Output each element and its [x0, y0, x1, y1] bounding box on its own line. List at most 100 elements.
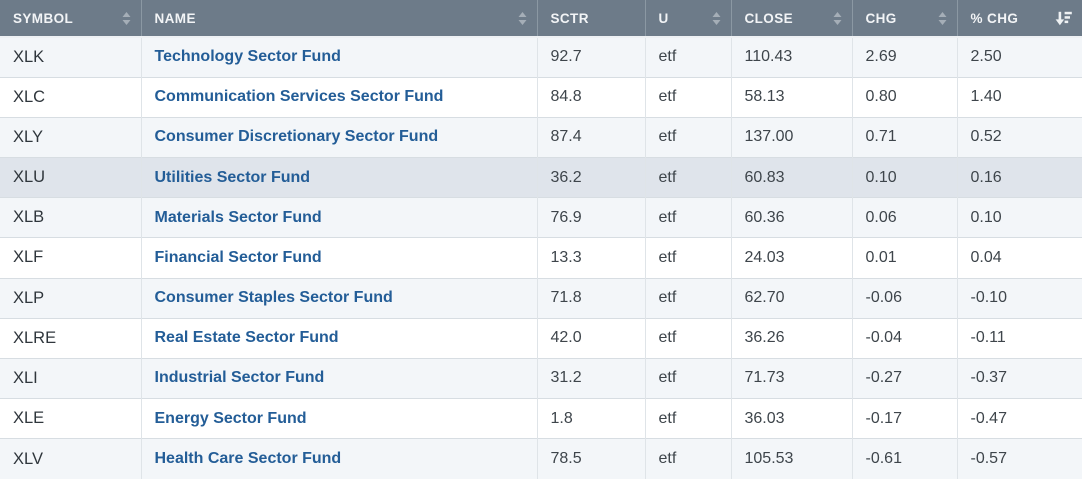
chg-cell: -0.27: [851, 357, 957, 399]
close-cell: 110.43: [730, 37, 852, 78]
close-cell: 36.26: [730, 317, 852, 359]
sctr-cell: 84.8: [536, 76, 645, 118]
sort-arrows-icon[interactable]: [833, 11, 842, 25]
col-header-symbol-label: SYMBOL: [13, 10, 74, 26]
name-cell: Health Care Sector Fund: [140, 438, 537, 479]
fund-name-link[interactable]: Consumer Staples Sector Fund: [154, 289, 393, 307]
fund-name-link[interactable]: Health Care Sector Fund: [154, 450, 342, 468]
table-row[interactable]: XLRE Real Estate Sector Fund 42.0 etf 36…: [0, 317, 1082, 359]
pct-chg-cell: -0.11: [956, 317, 1082, 359]
col-header-chg[interactable]: CHG: [851, 0, 957, 38]
col-header-pct-chg-label: % CHG: [970, 10, 1019, 26]
sctr-cell: 71.8: [536, 277, 645, 319]
fund-name-link[interactable]: Communication Services Sector Fund: [154, 88, 444, 106]
u-cell: etf: [644, 438, 731, 479]
symbol-cell: XLC: [0, 76, 141, 118]
fund-name-link[interactable]: Technology Sector Fund: [154, 48, 341, 66]
table-row[interactable]: XLK Technology Sector Fund 92.7 etf 110.…: [0, 37, 1082, 78]
pct-chg-cell: -0.37: [956, 357, 1082, 399]
close-cell: 36.03: [730, 398, 852, 439]
sort-arrows-icon[interactable]: [518, 11, 527, 25]
u-cell: etf: [644, 277, 731, 319]
sctr-cell: 36.2: [536, 157, 645, 198]
sctr-cell: 13.3: [536, 237, 645, 279]
close-cell: 24.03: [730, 237, 852, 279]
u-cell: etf: [644, 237, 731, 279]
table-row[interactable]: XLB Materials Sector Fund 76.9 etf 60.36…: [0, 197, 1082, 238]
pct-chg-cell: -0.47: [956, 398, 1082, 439]
col-header-name-label: NAME: [154, 10, 196, 26]
symbol-cell: XLV: [0, 438, 141, 479]
col-header-name[interactable]: NAME: [140, 0, 537, 38]
chg-cell: 0.06: [851, 197, 957, 238]
fund-name-link[interactable]: Energy Sector Fund: [154, 409, 307, 427]
sctr-cell: 78.5: [536, 438, 645, 479]
table-row[interactable]: XLF Financial Sector Fund 13.3 etf 24.03…: [0, 237, 1082, 279]
sort-arrows-icon[interactable]: [938, 11, 947, 25]
u-cell: etf: [644, 398, 731, 439]
pct-chg-cell: 0.04: [956, 237, 1082, 279]
table-row[interactable]: XLE Energy Sector Fund 1.8 etf 36.03 -0.…: [0, 398, 1082, 439]
chg-cell: 0.10: [851, 157, 957, 198]
close-cell: 137.00: [730, 116, 852, 158]
symbol-cell: XLF: [0, 237, 141, 279]
col-header-u[interactable]: U: [644, 0, 731, 38]
pct-chg-cell: -0.10: [956, 277, 1082, 319]
close-cell: 60.83: [730, 157, 852, 198]
chg-cell: -0.17: [851, 398, 957, 439]
table-row[interactable]: XLV Health Care Sector Fund 78.5 etf 105…: [0, 438, 1082, 479]
col-header-u-label: U: [658, 10, 669, 26]
symbol-cell: XLP: [0, 277, 141, 319]
fund-name-link[interactable]: Financial Sector Fund: [154, 248, 322, 266]
chg-cell: 0.71: [851, 116, 957, 158]
col-header-close-label: CLOSE: [744, 10, 794, 26]
close-cell: 71.73: [730, 357, 852, 399]
table-row[interactable]: XLU Utilities Sector Fund 36.2 etf 60.83…: [0, 157, 1082, 198]
sort-arrows-icon[interactable]: [712, 11, 721, 25]
u-cell: etf: [644, 157, 731, 198]
name-cell: Communication Services Sector Fund: [140, 76, 537, 118]
pct-chg-cell: -0.57: [956, 438, 1082, 479]
sort-amount-desc-icon[interactable]: [1055, 11, 1072, 26]
symbol-cell: XLE: [0, 398, 141, 439]
symbol-cell: XLU: [0, 157, 141, 198]
col-header-symbol[interactable]: SYMBOL: [0, 0, 141, 38]
pct-chg-cell: 0.52: [956, 116, 1082, 158]
name-cell: Financial Sector Fund: [140, 237, 537, 279]
col-header-sctr[interactable]: SCTR: [536, 0, 645, 38]
pct-chg-cell: 0.16: [956, 157, 1082, 198]
close-cell: 60.36: [730, 197, 852, 238]
pct-chg-cell: 2.50: [956, 37, 1082, 78]
table-row[interactable]: XLY Consumer Discretionary Sector Fund 8…: [0, 116, 1082, 158]
table-row[interactable]: XLC Communication Services Sector Fund 8…: [0, 76, 1082, 118]
chg-cell: -0.06: [851, 277, 957, 319]
fund-name-link[interactable]: Materials Sector Fund: [154, 208, 322, 226]
sort-arrows-icon[interactable]: [122, 11, 131, 25]
name-cell: Utilities Sector Fund: [140, 157, 537, 198]
symbol-cell: XLK: [13, 47, 45, 66]
col-header-close[interactable]: CLOSE: [730, 0, 852, 38]
sctr-cell: 31.2: [536, 357, 645, 399]
chg-cell: 0.80: [851, 76, 957, 118]
table-body: XLK Technology Sector Fund 92.7 etf 110.…: [0, 37, 1082, 479]
chg-cell: -0.04: [851, 317, 957, 359]
symbol-cell: XLB: [0, 197, 141, 238]
sctr-cell: 1.8: [536, 398, 645, 439]
chg-cell: 2.69: [851, 37, 957, 78]
fund-name-link[interactable]: Utilities Sector Fund: [154, 168, 311, 186]
sctr-cell: 87.4: [536, 116, 645, 158]
u-cell: etf: [644, 37, 731, 78]
symbol-cell: XLY: [0, 116, 141, 158]
table-row[interactable]: XLP Consumer Staples Sector Fund 71.8 et…: [0, 277, 1082, 319]
fund-name-link[interactable]: Consumer Discretionary Sector Fund: [154, 128, 439, 146]
col-header-pct-chg[interactable]: % CHG: [956, 0, 1082, 38]
name-cell: Energy Sector Fund: [140, 398, 537, 439]
chg-cell: 0.01: [851, 237, 957, 279]
fund-name-link[interactable]: Real Estate Sector Fund: [154, 329, 339, 347]
table-row[interactable]: XLI Industrial Sector Fund 31.2 etf 71.7…: [0, 357, 1082, 399]
sctr-cell: 42.0: [536, 317, 645, 359]
pct-chg-cell: 1.40: [956, 76, 1082, 118]
fund-name-link[interactable]: Industrial Sector Fund: [154, 369, 325, 387]
close-cell: 62.70: [730, 277, 852, 319]
